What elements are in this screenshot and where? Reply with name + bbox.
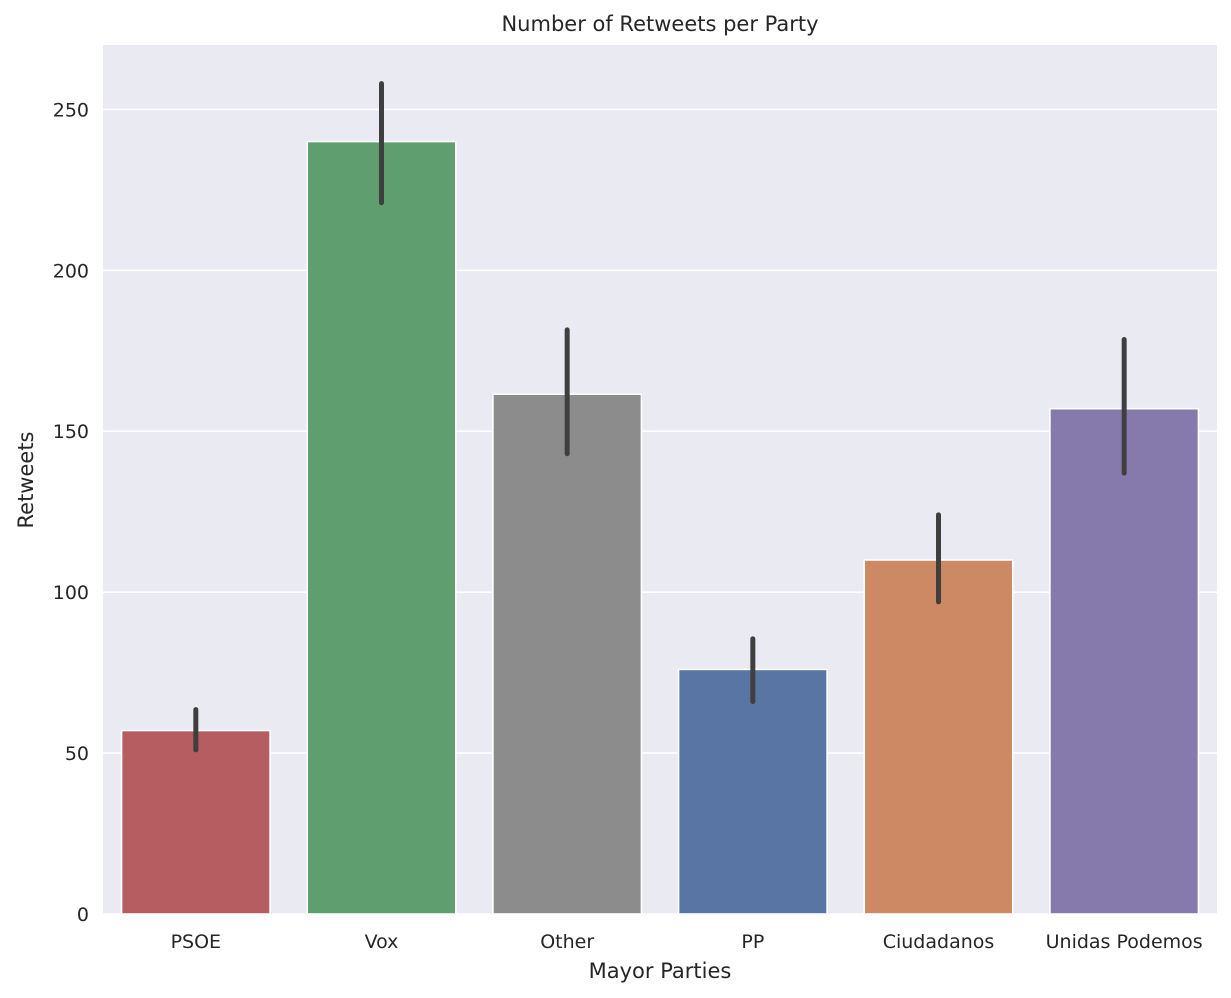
- bars: [120, 140, 1200, 915]
- error-bars: [193, 81, 1127, 753]
- x-tick-labels: PSOE Vox Other PP Ciudadanos Unidas Podemos: [171, 931, 1203, 953]
- x-axis-label: Mayor Parties: [589, 959, 732, 983]
- y-tick-label: 0: [77, 904, 89, 926]
- bar-ciudadanos: [863, 559, 1014, 915]
- x-tick-label: Ciudadanos: [883, 931, 995, 953]
- bar-unidas-podemos: [1049, 407, 1200, 915]
- x-tick-label: Vox: [365, 931, 399, 953]
- y-tick-labels: 0 50 100 150 200 250: [53, 99, 89, 926]
- chart-title: Number of Retweets per Party: [501, 12, 818, 36]
- x-tick-label: PSOE: [171, 931, 221, 953]
- plot-area: [103, 45, 1217, 914]
- y-tick-label: 200: [53, 260, 89, 282]
- x-tick-label: Other: [540, 931, 594, 953]
- y-tick-label: 150: [53, 421, 89, 443]
- y-axis-label: Retweets: [14, 432, 38, 529]
- bar-pp: [677, 668, 828, 915]
- y-tick-label: 250: [53, 99, 89, 121]
- gridlines: [103, 108, 1217, 915]
- bar-vox: [306, 140, 457, 915]
- x-tick-label: Unidas Podemos: [1046, 931, 1203, 953]
- y-tick-label: 100: [53, 582, 89, 604]
- x-tick-label: PP: [741, 931, 764, 953]
- bar-other: [492, 393, 643, 915]
- bar-psoe: [120, 729, 271, 915]
- y-tick-label: 50: [65, 743, 89, 765]
